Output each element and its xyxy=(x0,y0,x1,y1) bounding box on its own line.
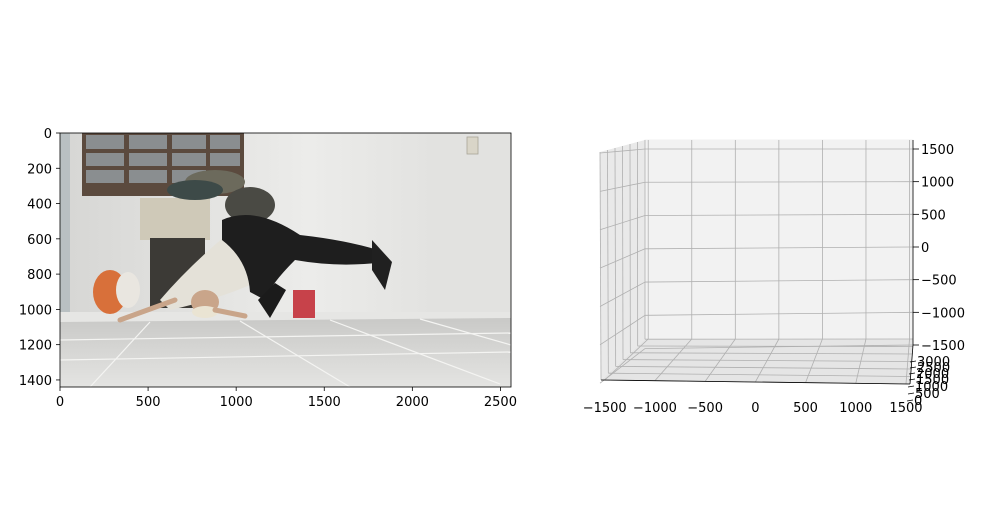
3d-y-tick-label: 1000 xyxy=(915,380,948,395)
image-x-tick-label: 1000 xyxy=(220,395,253,410)
image-y-tick-label: 200 xyxy=(27,162,52,177)
3d-z-tick-label: −500 xyxy=(921,274,957,289)
image-y-tick-label: 400 xyxy=(27,198,52,213)
3d-x-tick-label: −1500 xyxy=(583,401,627,416)
3d-y-tick-label: 0 xyxy=(914,394,922,409)
3d-grid-line xyxy=(637,345,913,347)
3d-grid-line xyxy=(644,246,914,250)
3d-z-tick-label: 0 xyxy=(921,241,929,256)
image-y-tick-label: 600 xyxy=(27,233,52,248)
3d-y-tick-label: 1500 xyxy=(916,373,949,388)
3d-y-tick-label: 3000 xyxy=(917,355,950,370)
3d-y-tick xyxy=(909,360,917,363)
image-x-tick-label: 2500 xyxy=(484,395,517,410)
3d-y-tick xyxy=(908,378,916,381)
3d-grid-line xyxy=(622,145,624,360)
3d-grid-line xyxy=(607,149,609,374)
3d-z-tick-label: −1500 xyxy=(921,339,965,354)
3d-y-tick xyxy=(906,399,914,402)
3d-y-tick-label: 500 xyxy=(915,387,940,402)
image-x-tick-label: 500 xyxy=(136,395,161,410)
3d-x-tick-label: 1000 xyxy=(839,401,872,416)
image-y-tick-label: 0 xyxy=(44,127,52,142)
3d-y-tick-label: 2000 xyxy=(916,367,949,382)
3d-z-tick-label: 500 xyxy=(921,208,946,223)
3d-grid-line xyxy=(599,151,602,381)
3d-grid-line xyxy=(614,147,617,367)
3d-grid-line xyxy=(622,359,912,362)
3d-y-tick xyxy=(908,372,916,375)
image-x-tick-label: 1500 xyxy=(308,395,341,410)
3d-grid-line xyxy=(608,372,911,377)
image-x-axis: 0 500 1000 1500 2000 2500 xyxy=(56,387,517,410)
3d-grid-line xyxy=(644,344,914,349)
3d-z-axis: −1500 −1000 −500 0 500 1000 1500 xyxy=(913,143,965,354)
3d-x-tick-label: 500 xyxy=(793,401,818,416)
3d-grid-line xyxy=(644,213,914,216)
3d-z-tick-label: 1500 xyxy=(921,143,954,158)
3d-y-tick-label: 2500 xyxy=(917,361,950,376)
3d-x-tick-label: −500 xyxy=(687,401,723,416)
3d-x-axis: −1500 −1000 −500 0 500 1000 1500 xyxy=(583,401,923,416)
3d-x-tick-label: 0 xyxy=(751,401,759,416)
3d-z-tick-label: 1000 xyxy=(921,176,954,191)
image-x-tick-label: 0 xyxy=(56,395,64,410)
image-y-tick-label: 1200 xyxy=(19,339,52,354)
3d-gridlines xyxy=(599,140,914,385)
3d-subplot: −1500 −1000 −500 0 500 1000 1500 0500100015002… xyxy=(583,139,965,416)
3d-grid-line xyxy=(615,366,912,370)
3d-y-tick xyxy=(909,366,917,369)
image-y-axis: 0 200 400 600 800 1000 1200 1400 xyxy=(19,127,60,389)
3d-y-axis-line xyxy=(909,344,914,385)
3d-floor-pane xyxy=(601,339,913,384)
3d-x-tick-label: −1000 xyxy=(633,401,677,416)
image-x-tick-label: 2000 xyxy=(396,395,429,410)
3d-grid-line xyxy=(644,311,914,316)
3d-z-tick-label: −1000 xyxy=(921,306,965,321)
video-frame-image xyxy=(59,132,512,388)
3d-grid-line xyxy=(644,279,914,283)
dancer-figure xyxy=(117,215,392,323)
image-y-tick-label: 1400 xyxy=(19,374,52,389)
3d-grid-line xyxy=(630,352,913,355)
image-y-tick-label: 1000 xyxy=(19,303,52,318)
3d-x-axis-line xyxy=(600,379,911,385)
3d-x-tick-label: 1500 xyxy=(889,401,922,416)
image-y-tick-label: 800 xyxy=(27,268,52,283)
image-subplot: 0 500 1000 1500 2000 2500 0 200 400 600 800 1000 12… xyxy=(19,127,517,410)
3d-grid-line xyxy=(644,181,914,183)
3d-grid-line xyxy=(599,348,646,384)
3d-y-tick xyxy=(907,392,915,395)
3d-y-tick xyxy=(907,385,915,388)
